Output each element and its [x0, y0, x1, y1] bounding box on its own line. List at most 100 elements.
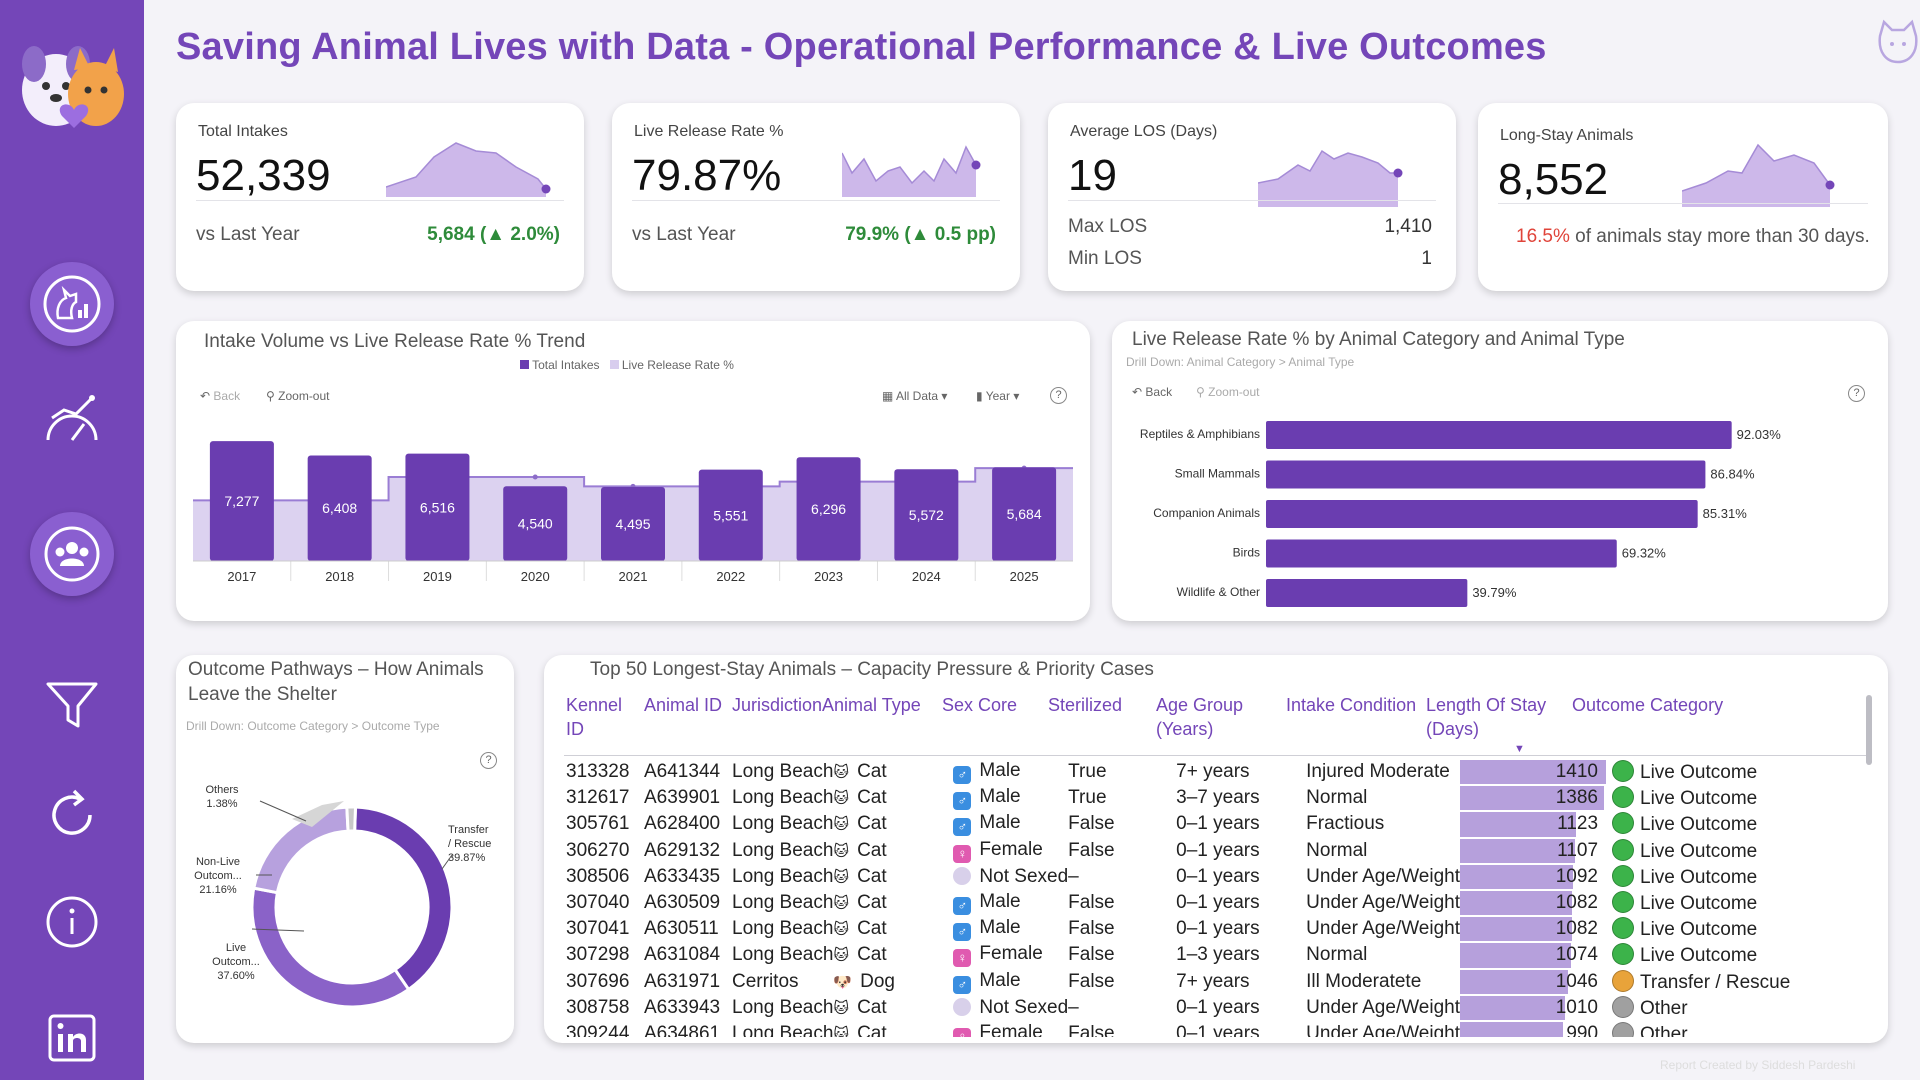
trend-zoom-button[interactable]: ⚲ Zoom-out: [266, 389, 330, 403]
filter-icon[interactable]: [30, 662, 114, 746]
sex-cell: ♂ Male: [953, 785, 1068, 811]
los-bar: [1460, 890, 1573, 916]
table-cell: 312617: [566, 787, 630, 809]
column-header[interactable]: Age Group (Years): [1156, 695, 1244, 739]
table-cell: 7+ years: [1176, 970, 1250, 992]
table-row[interactable]: 307696 A631971 Cerritos 🐶 Dog ♂ Male False 7+ ye…: [566, 969, 1790, 995]
intake-bar-2021[interactable]: [601, 486, 665, 561]
rate-point[interactable]: [532, 474, 538, 480]
cat-icon: 🐱: [833, 921, 850, 939]
year-dropdown[interactable]: ▮ Year ▾: [976, 389, 1020, 403]
intake-bar-2020[interactable]: [503, 486, 568, 561]
table-cell: 0–1 years: [1176, 839, 1260, 861]
cat-face-icon: [1876, 18, 1920, 68]
bar-label-2019: 6,516: [420, 499, 455, 515]
trend-back-button[interactable]: ↶ Back: [200, 389, 241, 403]
category-bar[interactable]: [1266, 539, 1617, 568]
category-help-icon[interactable]: ?: [1848, 385, 1865, 402]
table-cell: 0–1 years: [1176, 996, 1260, 1018]
x-tick-2018: 2018: [325, 569, 354, 584]
table-title: Top 50 Longest-Stay Animals – Capacity P…: [590, 659, 1154, 680]
donut-slice[interactable]: [250, 886, 411, 1009]
table-row[interactable]: 313328 A641344 Long Beach 🐱 Cat ♂ Male True 7+ y…: [566, 759, 1790, 785]
all-data-dropdown[interactable]: ▦ All Data ▾: [882, 389, 948, 403]
donut-slice[interactable]: [345, 805, 358, 833]
column-header[interactable]: Jurisdiction: [732, 695, 823, 715]
category-bar[interactable]: [1266, 579, 1468, 607]
intake-bar-2025[interactable]: [992, 467, 1057, 561]
table-cell: 313328: [566, 761, 630, 783]
table-cell: Normal: [1306, 839, 1368, 861]
intake-bar-2017[interactable]: [209, 441, 274, 561]
sort-desc-icon[interactable]: ▼: [1514, 743, 1525, 755]
table-row[interactable]: 309244 A634861 Long Beach 🐱 Cat ♀ Female False 0…: [566, 1021, 1790, 1037]
cat-icon: 🐱: [833, 895, 850, 913]
table-cell: False: [1068, 839, 1115, 861]
column-header[interactable]: Kennel ID: [566, 695, 623, 739]
column-header[interactable]: Length Of Stay (Days): [1426, 695, 1547, 739]
status-dot-icon: [1612, 943, 1635, 966]
los-bar: [1460, 943, 1572, 968]
info-icon[interactable]: [30, 880, 114, 964]
intake-bar-2018[interactable]: [307, 455, 372, 561]
category-chart-card: Live Release Rate % by Animal Category a…: [1112, 321, 1888, 621]
table-cell: A630511: [644, 918, 719, 940]
column-header[interactable]: Animal ID: [644, 695, 723, 715]
trend-help-icon[interactable]: ?: [1050, 387, 1067, 404]
table-row[interactable]: 308506 A633435 Long Beach 🐱 Cat Not Sexed – 0–1…: [566, 864, 1790, 890]
column-header[interactable]: Sterilized: [1048, 695, 1123, 715]
table-row[interactable]: 306270 A629132 Long Beach 🐱 Cat ♀ Female False 0…: [566, 838, 1790, 864]
table-cell: Long Beach: [732, 787, 834, 809]
table-row[interactable]: 305761 A628400 Long Beach 🐱 Cat ♂ Male False 0–1…: [566, 811, 1790, 837]
column-header[interactable]: Intake Condition: [1286, 695, 1417, 715]
table-row[interactable]: 307040 A630509 Long Beach 🐱 Cat ♂ Male False 0–1…: [566, 890, 1790, 916]
outcome-cell: Live Outcome: [1606, 864, 1790, 890]
sex-cell: ♂ Male: [953, 969, 1068, 995]
kpi-compare-label: vs Last Year: [632, 224, 736, 245]
table-cell: Normal: [1306, 944, 1368, 966]
column-header[interactable]: Outcome Category: [1572, 695, 1724, 715]
outcome-help-icon[interactable]: ?: [480, 752, 497, 769]
los-cell: 1107: [1460, 838, 1606, 864]
table-row[interactable]: 307298 A631084 Long Beach 🐱 Cat ♀ Female False 1…: [566, 942, 1790, 968]
not-sexed-icon: [953, 866, 972, 885]
intake-bar-2024[interactable]: [894, 469, 959, 561]
column-header[interactable]: Animal Type: [822, 695, 921, 715]
table-cell: True: [1068, 761, 1107, 783]
category-bar[interactable]: [1266, 500, 1698, 528]
table-row[interactable]: 307041 A630511 Long Beach 🐱 Cat ♂ Male False 0–1…: [566, 916, 1790, 942]
long-stay-table-card: Top 50 Longest-Stay Animals – Capacity P…: [544, 655, 1888, 1043]
outcome-cell: Live Outcome: [1606, 916, 1790, 942]
table-row[interactable]: 308758 A633943 Long Beach 🐱 Cat Not Sexed – 0–1…: [566, 995, 1790, 1021]
donut-slice[interactable]: [353, 805, 454, 992]
x-tick-2023: 2023: [814, 569, 843, 584]
table-row[interactable]: 312617 A639901 Long Beach 🐱 Cat ♂ Male True 3–7 …: [566, 785, 1790, 811]
table-scrollbar[interactable]: [1866, 695, 1872, 765]
los-bar: [1460, 1021, 1563, 1037]
refresh-icon[interactable]: [30, 773, 114, 857]
category-bar[interactable]: [1266, 460, 1706, 489]
intake-bar-2022[interactable]: [698, 469, 763, 561]
column-header[interactable]: Sex Core: [942, 695, 1018, 715]
cat-icon: 🐱: [833, 816, 850, 834]
sparkline: [1258, 149, 1403, 207]
category-bar[interactable]: [1266, 421, 1732, 449]
nav-performance-icon[interactable]: [30, 380, 114, 464]
table-cell: Under Age/Weight: [1306, 865, 1461, 887]
table-cell: Injured Moderate: [1306, 761, 1450, 783]
table-cell: A629132: [644, 839, 721, 861]
category-zoom-button[interactable]: ⚲ Zoom-out: [1196, 385, 1260, 399]
nav-community-icon[interactable]: [30, 512, 114, 596]
intake-bar-2019[interactable]: [405, 453, 470, 561]
category-back-button[interactable]: ↶ Back: [1132, 385, 1173, 399]
table-cell: 7+ years: [1176, 761, 1250, 783]
nav-analytics-icon[interactable]: [30, 262, 114, 346]
outcome-cell: Live Outcome: [1606, 785, 1790, 811]
kpi-value: 8,552: [1498, 155, 1609, 204]
bar-label-2021: 4,495: [615, 516, 650, 532]
min-los-value: 1: [1421, 248, 1432, 269]
linkedin-icon[interactable]: [30, 996, 114, 1080]
x-tick-2019: 2019: [423, 569, 452, 584]
intake-bar-2023[interactable]: [796, 457, 861, 561]
divider: [1498, 203, 1868, 204]
